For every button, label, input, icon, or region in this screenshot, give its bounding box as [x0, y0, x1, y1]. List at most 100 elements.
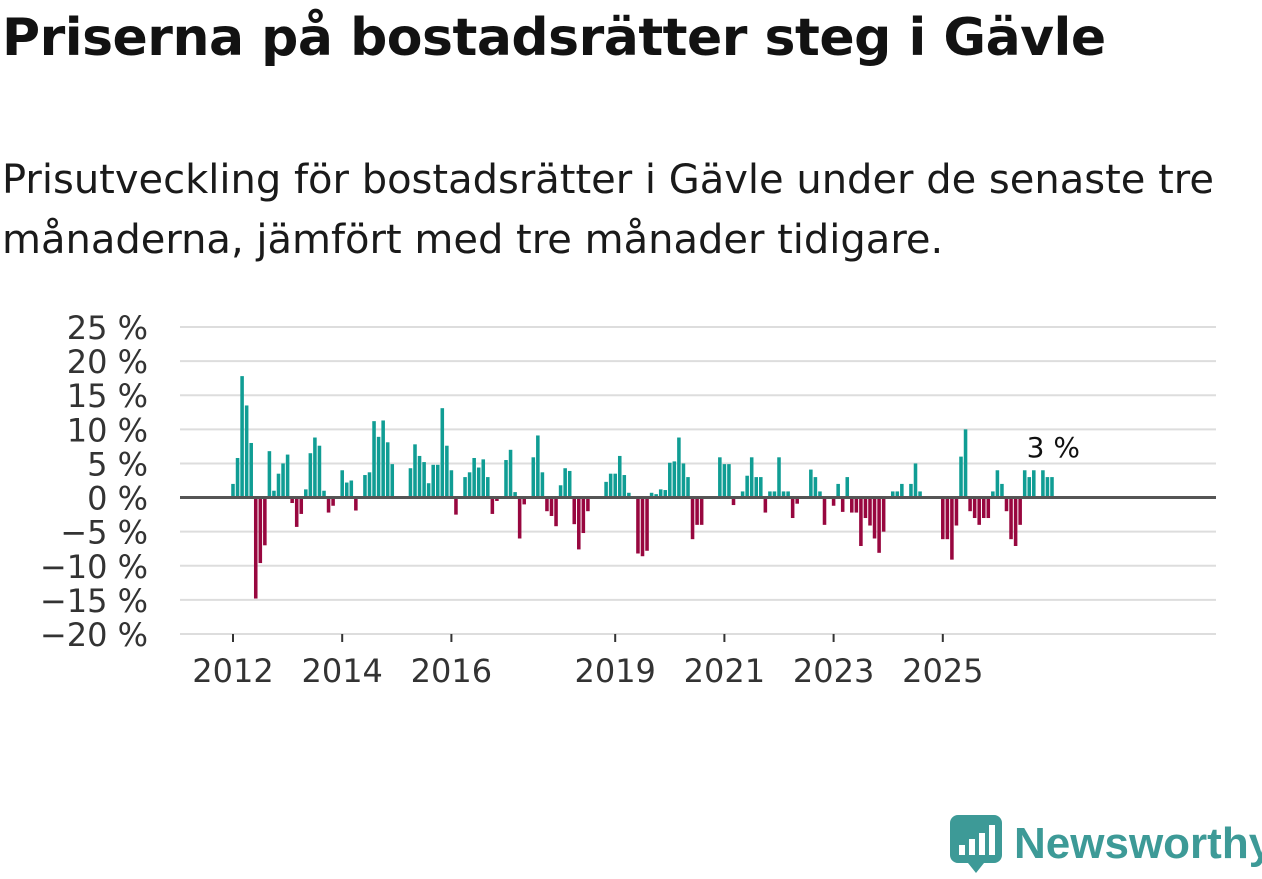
bar	[513, 492, 517, 498]
bar	[463, 477, 467, 498]
newsworthy-logo-icon	[950, 815, 1002, 873]
bar	[435, 464, 440, 498]
bar	[385, 442, 390, 498]
bar	[677, 437, 681, 498]
bar	[408, 468, 413, 498]
bar	[681, 463, 686, 498]
bar	[918, 491, 922, 498]
y-tick-label: 5 %	[87, 445, 148, 483]
bar	[795, 497, 799, 504]
bar	[1050, 477, 1054, 498]
bar	[900, 483, 904, 498]
bar	[454, 497, 458, 515]
bar	[545, 497, 549, 512]
bar	[1027, 477, 1032, 498]
y-tick-label: −15 %	[40, 582, 148, 620]
page-subtitle: Prisutveckling för bostadsrätter i Gävle…	[2, 157, 1214, 263]
bar	[567, 470, 572, 498]
bar	[376, 436, 381, 498]
x-tick-label: 2012	[192, 652, 273, 690]
bar	[981, 497, 986, 519]
bar	[540, 472, 545, 498]
bar	[722, 464, 727, 498]
bar	[476, 467, 481, 498]
bar	[617, 455, 622, 498]
bar	[895, 491, 900, 498]
bar	[390, 464, 395, 498]
bar	[995, 470, 1000, 498]
bar	[326, 497, 331, 513]
brand: Newsworthy	[950, 815, 1262, 873]
bar	[258, 497, 263, 564]
bar	[672, 461, 677, 498]
brand-name: Newsworthy	[1014, 819, 1262, 868]
bar	[340, 470, 344, 498]
bar	[772, 491, 777, 498]
bar	[963, 429, 968, 498]
bar	[231, 483, 235, 498]
bar	[1000, 483, 1004, 498]
bar	[872, 497, 877, 539]
bar	[977, 497, 981, 525]
bar	[1004, 497, 1009, 512]
bar	[945, 497, 950, 540]
bar	[627, 492, 631, 498]
bar	[654, 494, 658, 498]
bar	[1018, 497, 1022, 525]
bar	[790, 497, 795, 519]
bar	[636, 497, 640, 554]
bar	[322, 490, 326, 498]
bar	[308, 453, 313, 498]
bar	[267, 451, 272, 498]
bar	[272, 490, 276, 498]
bar	[731, 497, 736, 506]
bar	[777, 457, 781, 498]
y-tick-label: 0 %	[87, 480, 148, 518]
bar	[253, 497, 258, 599]
bar	[968, 497, 972, 512]
bar	[727, 464, 731, 498]
bar	[950, 497, 954, 560]
x-tick-label: 2016	[411, 652, 492, 690]
y-tick-label: −5 %	[60, 514, 148, 552]
bar-chart: 25 %20 %15 %10 %5 %0 %−5 %−10 %−15 %−20 …	[40, 309, 1216, 690]
bar	[809, 469, 813, 498]
bar	[413, 444, 417, 498]
bar	[235, 457, 240, 498]
bar	[690, 497, 695, 540]
bar	[249, 442, 253, 498]
y-tick-label: −20 %	[40, 616, 148, 654]
bar	[363, 475, 367, 498]
bar	[649, 492, 654, 498]
bar	[290, 497, 294, 504]
bar	[486, 477, 490, 498]
bar	[467, 472, 472, 498]
bar	[563, 468, 567, 498]
bar	[613, 473, 617, 498]
bar	[991, 491, 995, 498]
bar	[422, 462, 426, 498]
bar	[718, 457, 722, 498]
bar	[749, 457, 754, 498]
bar	[504, 460, 508, 498]
bar	[759, 477, 763, 498]
bar	[549, 497, 554, 516]
bar	[1041, 470, 1045, 498]
bar	[263, 497, 267, 546]
bar	[781, 491, 786, 498]
bar	[317, 445, 322, 498]
bar	[481, 459, 486, 498]
bar	[913, 463, 918, 498]
bar	[813, 477, 818, 498]
bar	[313, 437, 317, 498]
bar	[890, 491, 895, 498]
bar	[522, 497, 526, 505]
bar-series	[231, 376, 1054, 599]
bar	[818, 491, 822, 498]
bar	[331, 497, 335, 506]
bar	[658, 489, 663, 498]
bar	[577, 497, 581, 550]
bar	[354, 497, 358, 511]
bar	[831, 497, 836, 506]
bar	[276, 473, 281, 498]
